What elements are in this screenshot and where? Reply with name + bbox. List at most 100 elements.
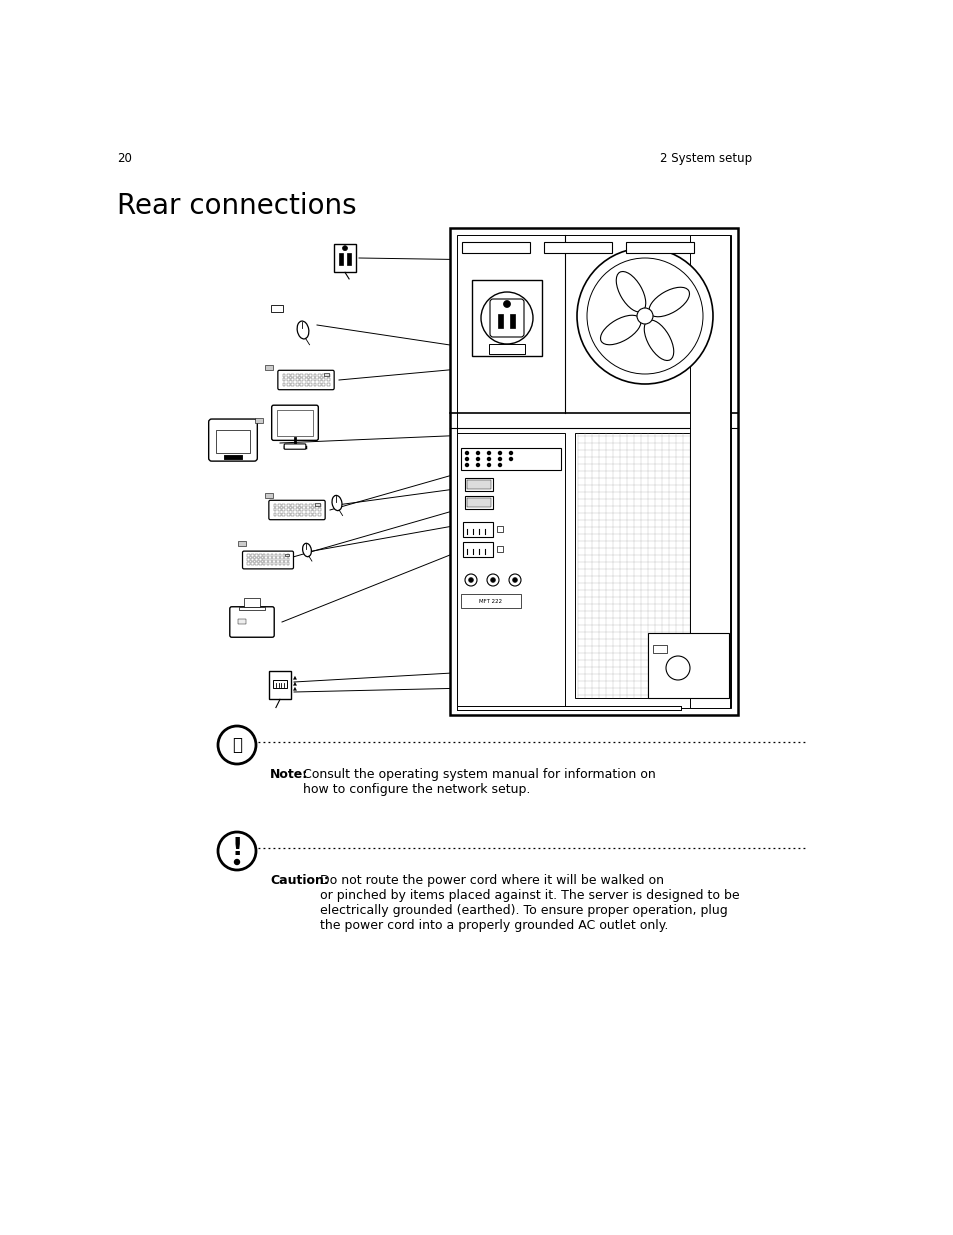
Bar: [282, 555, 285, 557]
Bar: [324, 373, 329, 375]
Bar: [309, 374, 312, 377]
Bar: [251, 555, 253, 557]
Circle shape: [586, 258, 702, 374]
Ellipse shape: [332, 495, 341, 510]
Bar: [314, 504, 316, 506]
Bar: [456, 706, 680, 710]
Text: Do not route the power cord where it will be walked on
or pinched by items place: Do not route the power cord where it wil…: [319, 874, 739, 932]
FancyBboxPatch shape: [277, 370, 334, 390]
Bar: [287, 504, 290, 506]
Bar: [282, 562, 285, 566]
Bar: [295, 504, 298, 506]
Bar: [456, 706, 680, 710]
Bar: [317, 378, 320, 382]
Bar: [274, 562, 277, 566]
Bar: [304, 508, 307, 511]
Bar: [282, 558, 285, 561]
Circle shape: [509, 574, 520, 585]
Bar: [315, 504, 320, 506]
Bar: [456, 706, 680, 710]
Bar: [265, 493, 273, 498]
Ellipse shape: [616, 272, 645, 312]
Bar: [309, 508, 312, 511]
Circle shape: [637, 308, 652, 324]
Bar: [238, 619, 246, 624]
FancyBboxPatch shape: [269, 500, 325, 520]
Bar: [265, 366, 273, 370]
Bar: [456, 706, 680, 710]
Circle shape: [487, 463, 490, 467]
Bar: [304, 378, 307, 382]
Bar: [277, 504, 280, 506]
Ellipse shape: [296, 321, 309, 338]
Circle shape: [476, 457, 479, 461]
FancyBboxPatch shape: [272, 405, 318, 441]
Bar: [295, 513, 298, 516]
Bar: [625, 242, 693, 253]
Bar: [271, 562, 274, 566]
Circle shape: [234, 860, 239, 864]
Bar: [278, 558, 281, 561]
Bar: [327, 383, 330, 385]
Bar: [300, 504, 303, 506]
Circle shape: [503, 300, 510, 308]
Bar: [317, 374, 320, 377]
Circle shape: [509, 457, 512, 461]
Bar: [239, 606, 264, 610]
Circle shape: [465, 463, 468, 467]
Bar: [327, 374, 330, 377]
Text: Caution:: Caution:: [270, 874, 329, 887]
Bar: [314, 513, 316, 516]
Circle shape: [465, 457, 468, 461]
Bar: [287, 555, 289, 557]
Bar: [251, 558, 253, 561]
Bar: [309, 504, 312, 506]
Bar: [287, 508, 290, 511]
Bar: [276, 410, 313, 436]
Bar: [215, 430, 250, 453]
Bar: [247, 555, 250, 557]
Bar: [282, 374, 285, 377]
Bar: [347, 253, 351, 264]
Circle shape: [342, 246, 347, 251]
Circle shape: [218, 832, 255, 869]
Bar: [295, 378, 298, 382]
Bar: [263, 562, 265, 566]
Bar: [284, 555, 289, 556]
Bar: [247, 562, 250, 566]
Bar: [300, 513, 303, 516]
Bar: [652, 645, 666, 653]
Bar: [251, 562, 253, 566]
Bar: [689, 235, 729, 708]
Text: ▲: ▲: [293, 674, 296, 679]
Text: MFT 222: MFT 222: [479, 599, 502, 604]
Ellipse shape: [599, 315, 640, 345]
Bar: [254, 555, 257, 557]
Bar: [467, 480, 491, 489]
Bar: [300, 374, 303, 377]
Bar: [462, 542, 493, 557]
Text: !: !: [231, 836, 242, 860]
Circle shape: [486, 574, 498, 585]
Bar: [304, 504, 307, 506]
Bar: [254, 417, 263, 424]
Bar: [243, 598, 260, 606]
Bar: [300, 378, 303, 382]
Circle shape: [465, 452, 468, 454]
Bar: [450, 228, 738, 715]
Bar: [274, 555, 277, 557]
Bar: [291, 513, 294, 516]
Bar: [304, 383, 307, 385]
Bar: [334, 243, 356, 273]
Bar: [322, 378, 325, 382]
Circle shape: [498, 457, 501, 461]
Bar: [292, 383, 294, 385]
Bar: [295, 508, 298, 511]
Bar: [575, 433, 730, 698]
Text: Note:: Note:: [270, 768, 308, 781]
Bar: [456, 706, 680, 710]
Bar: [282, 504, 285, 506]
Bar: [304, 513, 307, 516]
Bar: [287, 562, 289, 566]
Bar: [247, 558, 250, 561]
